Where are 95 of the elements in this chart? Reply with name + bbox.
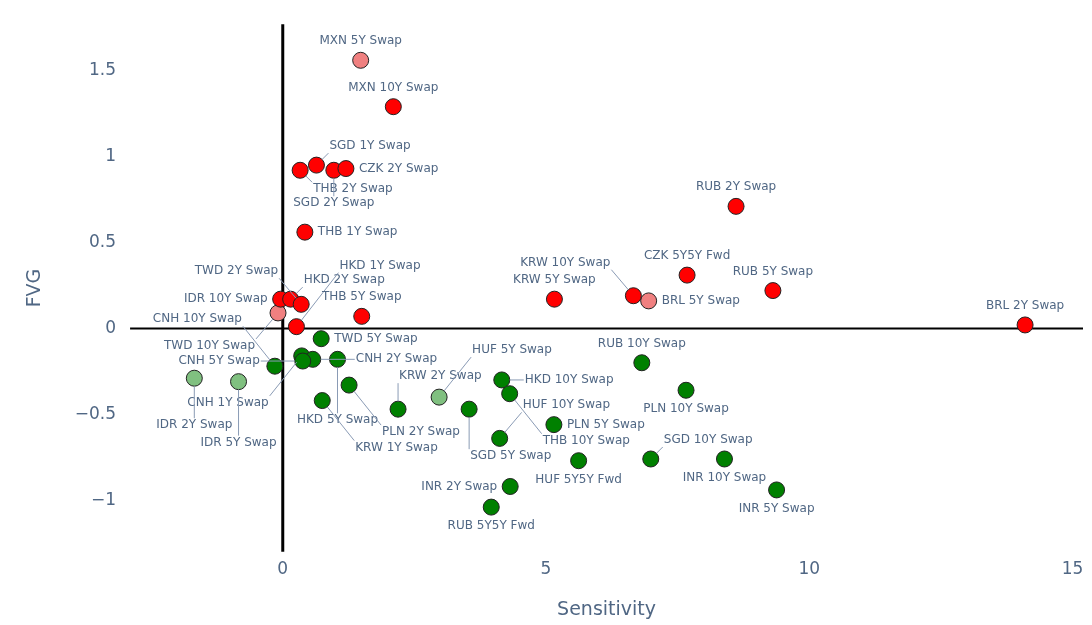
y-tick-label: 0.5 [89,230,117,251]
annotation: HKD 1Y Swap [339,257,421,272]
annotation: CNH 10Y Swap [152,311,242,326]
annotation: BRL 2Y Swap [985,298,1065,313]
annotation: THB 5Y Swap [320,289,402,304]
point [230,373,248,391]
annotation: PLN 5Y Swap [566,416,645,431]
point [633,354,651,372]
annotation: HKD 5Y Swap [296,412,379,427]
point [501,385,519,403]
point [313,392,331,410]
point [329,350,347,368]
annotation: HUF 5Y5Y Fwd [535,471,622,486]
annotation: THB 1Y Swap [316,224,398,239]
annotation: THB 10Y Swap [541,432,630,447]
annotation: SGD 1Y Swap [329,138,411,153]
annotation: SGD 2Y Swap [293,195,375,210]
annotation: RUB 10Y Swap [597,335,686,350]
annotation: THB 2Y Swap [312,181,393,196]
x-tick-label: 10 [798,558,821,579]
point [482,498,500,516]
point [678,266,696,284]
point [291,161,309,179]
annotation: MXN 10Y Swap [348,79,439,94]
annotation: PLN 2Y Swap [382,424,460,439]
point [764,282,782,300]
y-tick-label: −1 [91,488,117,509]
annotation: CZK 2Y Swap [358,160,439,175]
annotation: TWD 5Y Swap [333,330,418,345]
point [269,304,287,322]
annotation: PLN 10Y Swap [643,401,729,416]
point [624,287,642,305]
annotation: IDR 10Y Swap [183,291,268,306]
annotation: IDR 5Y Swap [200,434,277,449]
point [384,98,402,116]
annotation: TWD 10Y Swap [162,338,256,353]
point [307,156,325,174]
annotation: KRW 1Y Swap [355,439,438,454]
x-axis-title: Sensitivity [557,596,656,619]
annotation: RUB 2Y Swap [695,179,777,194]
point [287,318,305,336]
annotation: KRW 2Y Swap [399,368,482,383]
point [296,223,314,241]
annotation: KRW 5Y Swap [513,272,596,287]
annotation: KRW 10Y Swap [520,254,611,269]
point [501,477,519,495]
annotation: INR 2Y Swap [421,478,498,493]
x-tick-label: 15 [1061,558,1084,579]
point [337,160,355,178]
point [727,197,745,215]
point [389,400,407,418]
point [642,450,660,468]
annotation: INR 10Y Swap [682,470,767,485]
point [312,330,330,348]
y-tick-label: 0 [105,316,117,337]
annotation: MXN 5Y Swap [319,33,402,48]
point [491,429,509,447]
point [352,51,370,69]
annotation: HKD 2Y Swap [303,272,385,287]
point [294,352,312,370]
annotation: CZK 5Y5Y Fwd [643,248,731,263]
point [570,452,588,470]
y-axis-title: FVG [22,268,45,308]
annotation: HUF 5Y Swap [472,342,552,357]
annotation: RUB 5Y5Y Fwd [447,518,535,533]
point [460,400,478,418]
y-tick-label: 1 [105,144,117,165]
point [185,369,203,387]
point [430,388,448,406]
point [545,416,563,434]
point [1016,316,1034,334]
point [768,481,786,499]
point [340,376,358,394]
annotation: INR 5Y Swap [738,501,815,516]
annotation: SGD 10Y Swap [663,432,753,447]
x-tick-label: 0 [277,558,289,579]
point [292,295,310,313]
annotation: CNH 5Y Swap [178,353,260,368]
annotation: HKD 10Y Swap [524,372,614,387]
annotation: RUB 5Y Swap [732,263,814,278]
point [640,292,658,310]
point [677,381,695,399]
y-tick-label: −0.5 [74,402,117,423]
annotation: HUF 10Y Swap [522,397,611,412]
annotation: CNH 2Y Swap [355,351,438,366]
annotation: IDR 2Y Swap [156,417,233,432]
point [715,450,733,468]
y-tick-label: 1.5 [89,59,117,80]
annotation: BRL 5Y Swap [661,293,740,308]
annotation: TWD 2Y Swap [193,263,279,278]
x-tick-label: 5 [540,558,552,579]
point [545,290,563,308]
point [493,371,511,389]
annotation: SGD 5Y Swap [470,448,552,463]
point [353,307,371,325]
